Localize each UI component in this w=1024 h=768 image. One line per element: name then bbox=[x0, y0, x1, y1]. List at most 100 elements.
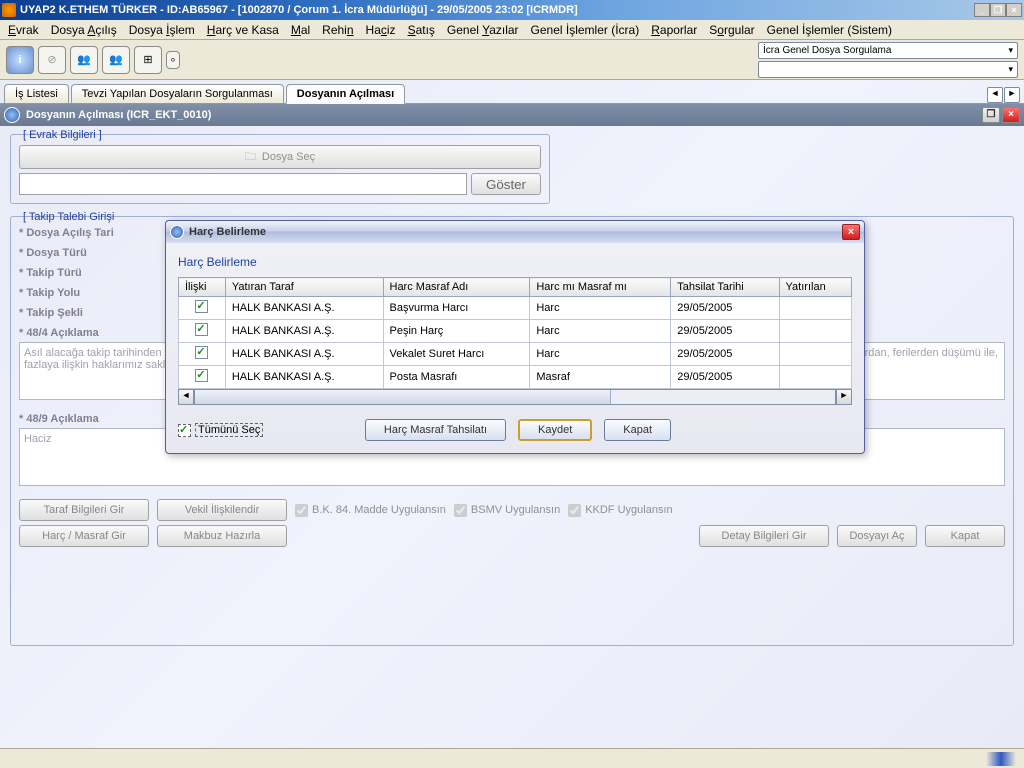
label-takip-sekli: * Takip Şekli bbox=[19, 307, 159, 319]
dosya-sec-button[interactable]: 🗀 Dosya Seç bbox=[19, 145, 541, 169]
cell-ad: Başvurma Harcı bbox=[383, 297, 530, 320]
table-row[interactable]: HALK BANKASI A.Ş.Posta MasrafıMasraf29/0… bbox=[179, 366, 852, 389]
cell-tip: Harc bbox=[530, 297, 671, 320]
menu-satis[interactable]: Satış bbox=[408, 23, 435, 37]
menu-mal[interactable]: Mal bbox=[291, 23, 310, 37]
menu-genel-islemler-icra[interactable]: Genel İşlemler (İcra) bbox=[531, 23, 640, 37]
close-button[interactable]: × bbox=[1006, 3, 1022, 17]
menubar: Evrak Dosya Açılış Dosya İşlem Harç ve K… bbox=[0, 20, 1024, 40]
makbuz-hazirla-button[interactable]: Makbuz Hazırla bbox=[157, 525, 287, 547]
evrak-fieldset: [ Evrak Bilgileri ] 🗀 Dosya Seç Göster bbox=[10, 134, 550, 204]
check-icon bbox=[195, 323, 208, 336]
cell-ad: Peşin Harç bbox=[383, 320, 530, 343]
toolbar-extra-icon[interactable]: ∘ bbox=[166, 51, 180, 69]
dosya-sec-input[interactable] bbox=[19, 173, 467, 195]
tab-is-listesi[interactable]: İş Listesi bbox=[4, 84, 69, 103]
col-masraf-adi[interactable]: Harc Masraf Adı bbox=[383, 278, 530, 297]
menu-dosya-acilis[interactable]: Dosya Açılış bbox=[51, 23, 117, 37]
taraf-bilgileri-button[interactable]: Taraf Bilgileri Gir bbox=[19, 499, 149, 521]
scroll-right-button[interactable]: ► bbox=[836, 389, 852, 405]
check-icon bbox=[195, 346, 208, 359]
statusbar bbox=[0, 748, 1024, 768]
cell-yatirilan bbox=[779, 343, 851, 366]
toolbar-cancel-icon[interactable]: ⊘ bbox=[38, 46, 66, 74]
restore-button[interactable]: ❐ bbox=[990, 3, 1006, 17]
folder-icon: 🗀 bbox=[245, 148, 256, 167]
modal-icon bbox=[170, 225, 184, 239]
col-harc-masraf[interactable]: Harc mı Masraf mı bbox=[530, 278, 671, 297]
vekil-iliskilendir-button[interactable]: Vekil İlişkilendir bbox=[157, 499, 287, 521]
toolbar-users2-icon[interactable]: 👥 bbox=[102, 46, 130, 74]
table-row[interactable]: HALK BANKASI A.Ş.Vekalet Suret HarcıHarc… bbox=[179, 343, 852, 366]
col-tahsilat-tarihi[interactable]: Tahsilat Tarihi bbox=[671, 278, 779, 297]
cell-ad: Posta Masrafı bbox=[383, 366, 530, 389]
inner-restore-button[interactable]: ❐ bbox=[982, 107, 1000, 123]
label-acilis-tarihi: * Dosya Açılış Tari bbox=[19, 227, 159, 239]
cell-taraf: HALK BANKASI A.Ş. bbox=[225, 320, 383, 343]
tab-next-button[interactable]: ► bbox=[1004, 87, 1020, 103]
menu-raporlar[interactable]: Raporlar bbox=[651, 23, 697, 37]
inner-close-button[interactable]: × bbox=[1002, 107, 1020, 123]
cell-taraf: HALK BANKASI A.Ş. bbox=[225, 297, 383, 320]
tab-prev-button[interactable]: ◄ bbox=[987, 87, 1003, 103]
modal-kapat-button[interactable]: Kapat bbox=[604, 419, 671, 441]
bsmv-checkbox[interactable]: BSMV Uygulansın bbox=[454, 504, 560, 517]
kaydet-button[interactable]: Kaydet bbox=[518, 419, 592, 441]
tab-dosyanin-acilmasi[interactable]: Dosyanın Açılması bbox=[286, 84, 405, 104]
cell-yatirilan bbox=[779, 320, 851, 343]
harc-belirleme-dialog: Harç Belirleme × Harç Belirleme İlişki Y… bbox=[165, 220, 865, 454]
menu-sorgular[interactable]: Sorgular bbox=[709, 23, 754, 37]
toolbar-calc-icon[interactable]: ⊞ bbox=[134, 46, 162, 74]
scroll-left-button[interactable]: ◄ bbox=[178, 389, 194, 405]
table-hscrollbar[interactable]: ◄ ► bbox=[178, 389, 852, 405]
cell-tarih: 29/05/2005 bbox=[671, 297, 779, 320]
row-checkbox[interactable] bbox=[179, 343, 226, 366]
goster-button[interactable]: Göster bbox=[471, 173, 541, 195]
cell-tarih: 29/05/2005 bbox=[671, 320, 779, 343]
kkdf-checkbox[interactable]: KKDF Uygulansın bbox=[568, 504, 672, 517]
cell-tip: Harc bbox=[530, 320, 671, 343]
statusbar-handle-icon bbox=[986, 752, 1016, 766]
app-icon bbox=[2, 3, 16, 17]
label-takip-turu: * Takip Türü bbox=[19, 267, 159, 279]
scroll-track[interactable] bbox=[194, 389, 836, 405]
row-checkbox[interactable] bbox=[179, 297, 226, 320]
menu-genel-islemler-sistem[interactable]: Genel İşlemler (Sistem) bbox=[767, 23, 892, 37]
bk84-checkbox[interactable]: B.K. 84. Madde Uygulansın bbox=[295, 504, 446, 517]
search-combo-top[interactable]: İcra Genel Dosya Sorgulama▾ bbox=[758, 42, 1018, 59]
table-row[interactable]: HALK BANKASI A.Ş.Peşin HarçHarc29/05/200… bbox=[179, 320, 852, 343]
menu-rehin[interactable]: Rehin bbox=[322, 23, 353, 37]
scroll-thumb[interactable] bbox=[195, 390, 611, 404]
cell-ad: Vekalet Suret Harcı bbox=[383, 343, 530, 366]
tumunu-sec-checkbox[interactable]: Tümünü Seç bbox=[178, 423, 263, 437]
toolbar-users-icon[interactable]: 👥 bbox=[70, 46, 98, 74]
cell-yatirilan bbox=[779, 297, 851, 320]
dosyayi-ac-button[interactable]: Dosyayı Aç bbox=[837, 525, 917, 547]
table-row[interactable]: HALK BANKASI A.Ş.Başvurma HarcıHarc29/05… bbox=[179, 297, 852, 320]
row-checkbox[interactable] bbox=[179, 366, 226, 389]
main-kapat-button[interactable]: Kapat bbox=[925, 525, 1005, 547]
toolbar-info-icon[interactable]: i bbox=[6, 46, 34, 74]
harc-masraf-tahsilati-button[interactable]: Harç Masraf Tahsilatı bbox=[365, 419, 506, 441]
harc-masraf-gir-button[interactable]: Harç / Masraf Gir bbox=[19, 525, 149, 547]
inner-window-header: Dosyanın Açılması (ICR_EKT_0010) ❐ × bbox=[0, 104, 1024, 126]
menu-genel-yazilar[interactable]: Genel Yazılar bbox=[447, 23, 519, 37]
minimize-button[interactable]: _ bbox=[974, 3, 990, 17]
col-yatirilan[interactable]: Yatırılan bbox=[779, 278, 851, 297]
tab-tevzi[interactable]: Tevzi Yapılan Dosyaların Sorgulanması bbox=[71, 84, 284, 103]
modal-header[interactable]: Harç Belirleme × bbox=[166, 221, 864, 243]
modal-close-button[interactable]: × bbox=[842, 224, 860, 240]
menu-harc-kasa[interactable]: Harç ve Kasa bbox=[207, 23, 279, 37]
cell-tarih: 29/05/2005 bbox=[671, 366, 779, 389]
cell-tarih: 29/05/2005 bbox=[671, 343, 779, 366]
detay-bilgileri-button[interactable]: Detay Bilgileri Gir bbox=[699, 525, 829, 547]
col-yatiran[interactable]: Yatıran Taraf bbox=[225, 278, 383, 297]
menu-evrak[interactable]: Evrak bbox=[8, 23, 39, 37]
label-takip-yolu: * Takip Yolu bbox=[19, 287, 159, 299]
cell-taraf: HALK BANKASI A.Ş. bbox=[225, 343, 383, 366]
menu-haciz[interactable]: Haciz bbox=[366, 23, 396, 37]
row-checkbox[interactable] bbox=[179, 320, 226, 343]
col-iliski[interactable]: İlişki bbox=[179, 278, 226, 297]
search-combo-bottom[interactable]: ▾ bbox=[758, 61, 1018, 78]
menu-dosya-islem[interactable]: Dosya İşlem bbox=[129, 23, 195, 37]
